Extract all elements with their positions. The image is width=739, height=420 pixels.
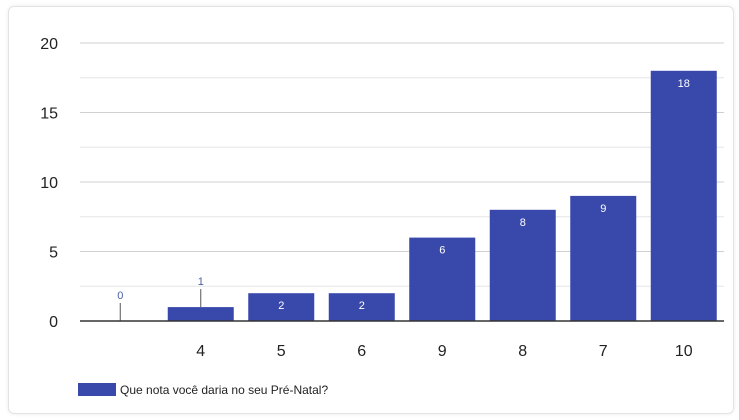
data-label: 2 bbox=[278, 300, 284, 312]
x-tick-label: 9 bbox=[438, 343, 447, 360]
bar-9[interactable] bbox=[409, 237, 476, 321]
data-label: 18 bbox=[678, 78, 690, 90]
x-tick-label: 8 bbox=[518, 343, 527, 360]
y-tick-label: 5 bbox=[49, 245, 58, 262]
legend-swatch bbox=[78, 383, 116, 396]
x-tick-label: 7 bbox=[599, 343, 608, 360]
data-label: 8 bbox=[520, 217, 526, 229]
data-label: 6 bbox=[439, 245, 445, 257]
bar-8[interactable] bbox=[489, 209, 556, 321]
x-tick-label: 5 bbox=[277, 343, 286, 360]
bar-10[interactable] bbox=[650, 70, 717, 321]
y-tick-label: 15 bbox=[40, 106, 58, 123]
legend-label: Que nota você daria no seu Pré-Natal? bbox=[120, 383, 328, 397]
bar-5[interactable] bbox=[248, 293, 315, 321]
y-tick-label: 0 bbox=[49, 314, 58, 331]
y-tick-label: 10 bbox=[40, 175, 58, 192]
y-tick-label: 20 bbox=[40, 36, 58, 53]
data-label: 0 bbox=[117, 290, 123, 302]
bar-7[interactable] bbox=[570, 195, 637, 321]
x-tick-label: 6 bbox=[357, 343, 366, 360]
x-tick-label: 10 bbox=[675, 343, 693, 360]
data-label: 9 bbox=[600, 203, 606, 215]
data-label: 2 bbox=[359, 300, 365, 312]
x-tick-label: 4 bbox=[196, 343, 205, 360]
bar-4[interactable] bbox=[167, 307, 234, 321]
data-label: 1 bbox=[198, 276, 204, 288]
bar-6[interactable] bbox=[328, 293, 395, 321]
